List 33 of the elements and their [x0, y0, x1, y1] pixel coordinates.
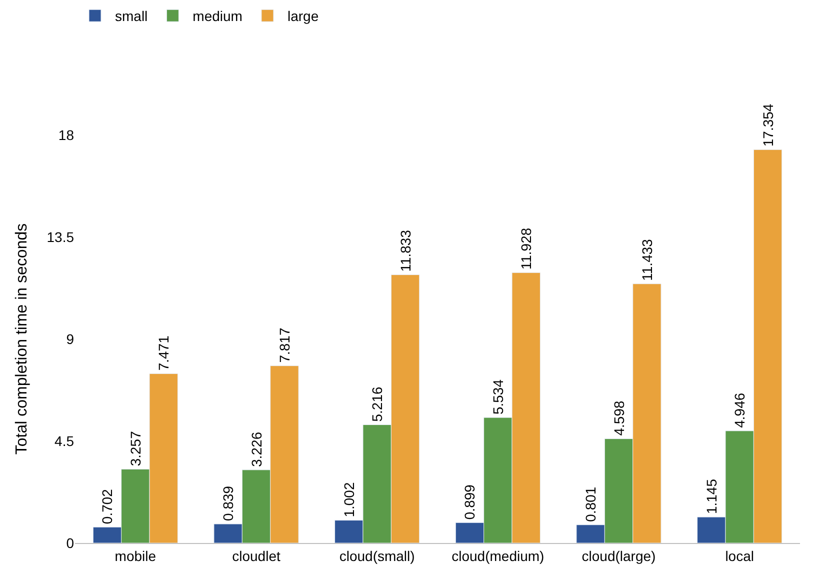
y-tick-label: 4.5: [54, 432, 74, 449]
x-tick-label: cloudlet: [232, 548, 280, 564]
data-label: 3.257: [127, 430, 144, 466]
data-label: 0.899: [462, 484, 478, 520]
data-label: 5.534: [490, 379, 506, 415]
data-label: 4.946: [732, 392, 748, 428]
y-tick-label: 13.5: [46, 228, 74, 245]
legend-label: medium: [192, 8, 242, 24]
legend-label: large: [287, 8, 319, 24]
data-label: 3.226: [248, 432, 264, 467]
data-label: 7.817: [276, 328, 292, 363]
data-label: 0.839: [220, 486, 236, 521]
data-label: 5.216: [369, 386, 386, 422]
data-label: 11.433: [638, 238, 655, 281]
x-tick-label: cloud(small): [339, 548, 415, 564]
y-tick-label: 9: [66, 330, 74, 347]
y-tick-label: 0: [66, 534, 74, 551]
data-label: 17.354: [760, 104, 776, 147]
x-tick-label: cloud(medium): [452, 548, 544, 564]
data-label: 11.833: [397, 230, 414, 272]
data-label: 4.598: [610, 400, 627, 436]
x-tick-label: local: [725, 548, 754, 564]
x-tick-label: mobile: [114, 548, 156, 564]
data-label: 7.471: [156, 335, 172, 371]
data-label: 0.801: [582, 486, 599, 522]
data-label: 1.145: [703, 478, 720, 514]
data-label: 0.702: [99, 488, 116, 524]
x-tick-label: cloud(large): [582, 548, 656, 564]
legend-label: small: [115, 8, 148, 24]
y-tick-label: 18: [58, 126, 74, 143]
data-label: 11.928: [518, 228, 534, 270]
y-axis-title: Total completion time in seconds: [14, 223, 31, 455]
data-label: 1.002: [340, 482, 357, 518]
